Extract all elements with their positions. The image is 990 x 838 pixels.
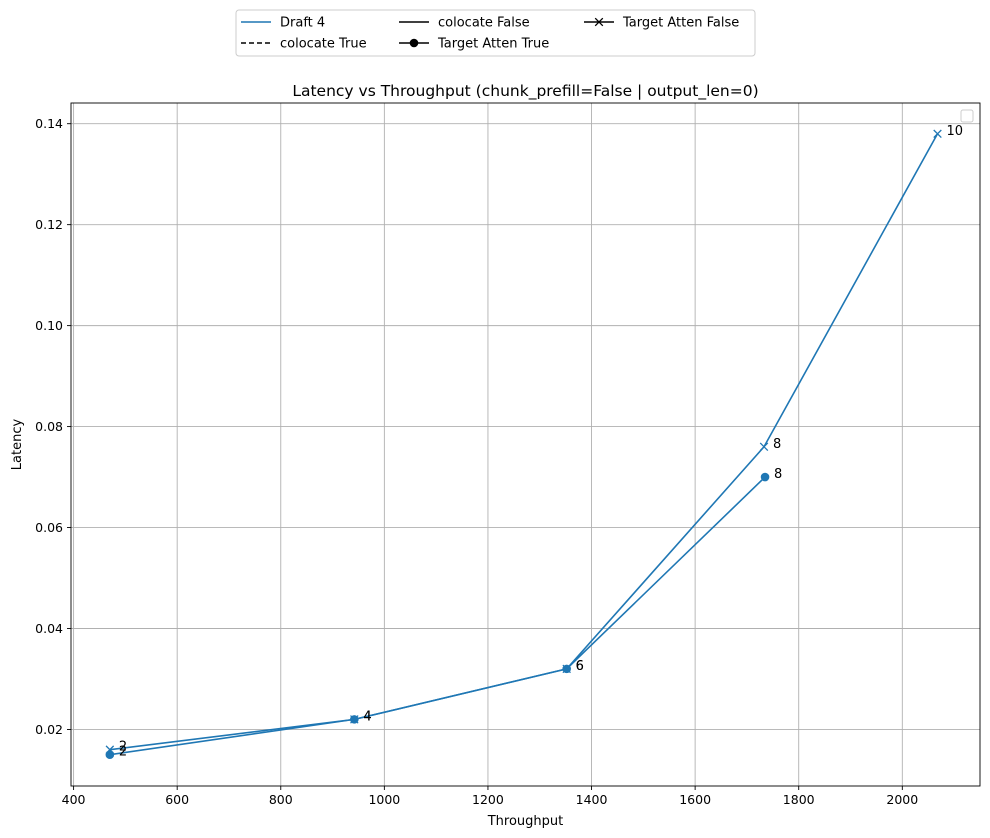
data-point-x — [562, 664, 571, 674]
data-point-x — [759, 442, 769, 452]
data-point-label: 6 — [576, 659, 584, 674]
data-point-circle — [105, 750, 115, 760]
plot-frame — [70, 102, 981, 787]
y-tick-label: 0.10 — [35, 318, 63, 333]
y-tick-label: 0.06 — [35, 520, 63, 535]
grid — [71, 103, 980, 786]
legend-label: colocate True — [280, 37, 367, 52]
empty-legend — [960, 109, 974, 123]
data-point-x-stroke — [759, 442, 769, 452]
series-lines — [109, 133, 939, 756]
x-tick-label: 1200 — [472, 792, 504, 807]
data-point-x-stroke — [933, 129, 942, 139]
legend-frame — [235, 9, 756, 57]
x-tick-label: 2000 — [886, 792, 918, 807]
legend-label: colocate False — [438, 16, 530, 31]
legend-entry: Target Atten False — [584, 16, 739, 31]
data-point-circle — [760, 472, 770, 482]
legend-entry: Draft 4 — [241, 16, 325, 31]
data-point-label: 4 — [363, 709, 371, 724]
legend: Draft 4 colocate True colocate False Target… — [235, 9, 756, 57]
x-axis-label: Throughput — [487, 814, 564, 829]
series-line — [109, 476, 766, 756]
data-point-x — [350, 715, 359, 724]
y-tick-label: 0.14 — [35, 116, 63, 131]
data-point-label: 10 — [947, 124, 964, 139]
legend-label: Draft 4 — [280, 16, 325, 31]
y-tick-label: 0.08 — [35, 419, 63, 434]
series-markers — [105, 129, 942, 760]
legend-label: Target Atten False — [622, 16, 739, 31]
x-tick-label: 1800 — [783, 792, 815, 807]
y-tick-label: 0.04 — [35, 621, 63, 636]
y-tick-label: 0.12 — [35, 217, 63, 232]
empty-legend-box — [960, 109, 974, 123]
data-point-x — [933, 129, 942, 139]
axis-ticks: 400 600 800 1000 1200 1400 1600 1800 2000 0.02 0.0… — [35, 116, 918, 807]
legend-marker-circle — [409, 38, 419, 48]
data-point-x — [105, 745, 115, 754]
legend-label: Target Atten True — [437, 37, 549, 52]
legend-entry: colocate False — [399, 16, 530, 31]
x-tick-label: 1400 — [576, 792, 608, 807]
data-point-label: 2 — [119, 740, 127, 755]
data-point-x-stroke — [562, 664, 571, 674]
data-point-label: 6 — [576, 659, 584, 674]
y-axis-label: Latency — [10, 419, 25, 471]
data-point-label: 2 — [119, 745, 127, 760]
x-tick-label: 600 — [165, 792, 189, 807]
legend-entry: Target Atten True — [399, 37, 549, 52]
legend-marker-x — [594, 17, 604, 27]
data-point-x-stroke — [105, 745, 115, 754]
legend-entry: colocate True — [241, 37, 367, 52]
y-tick-label: 0.02 — [35, 722, 63, 737]
x-tick-label: 1600 — [679, 792, 711, 807]
data-point-label: 8 — [774, 467, 782, 482]
x-tick-label: 800 — [269, 792, 293, 807]
data-point-label: 8 — [773, 437, 781, 452]
chart-title: Latency vs Throughput (chunk_prefill=Fal… — [292, 82, 758, 101]
data-point-label: 4 — [363, 709, 371, 724]
series-line — [109, 133, 939, 751]
data-point-x-stroke — [350, 715, 359, 724]
x-tick-label: 1000 — [368, 792, 400, 807]
x-tick-label: 400 — [62, 792, 86, 807]
